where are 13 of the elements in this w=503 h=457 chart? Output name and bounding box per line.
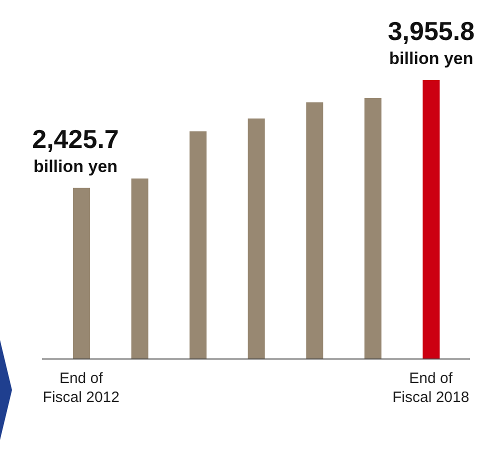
- bar: [364, 98, 382, 359]
- x-tick-label: End of Fiscal 2012: [42, 370, 120, 406]
- bar: [422, 80, 440, 359]
- bar: [190, 131, 207, 359]
- x-tick-label: End of Fiscal 2018: [392, 370, 470, 406]
- annotation: billion yen: [389, 49, 474, 68]
- bar: [248, 118, 265, 359]
- annotation: billion yen: [33, 156, 118, 176]
- data-label: 2,425.7: [32, 124, 119, 154]
- bar: [306, 102, 324, 359]
- data-label: 3,955.8: [388, 16, 475, 46]
- bar: [131, 178, 148, 359]
- bar: [73, 188, 90, 359]
